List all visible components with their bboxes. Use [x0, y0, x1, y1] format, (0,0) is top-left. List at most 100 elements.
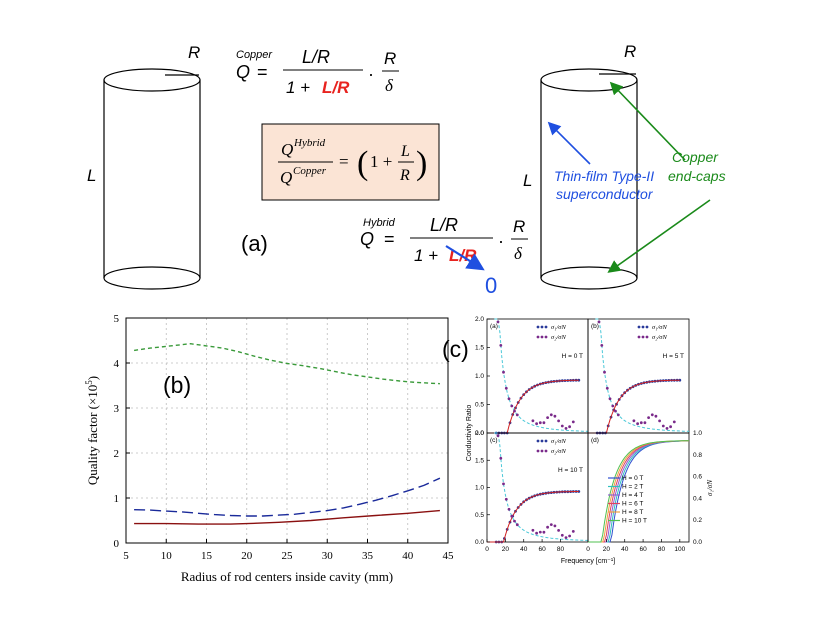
legend-dot [540, 439, 544, 443]
y-tick-label: 5 [114, 313, 120, 325]
x-tick-label: 20 [241, 550, 253, 562]
sigma2-point [504, 497, 508, 501]
hybrid-rnum: R [513, 217, 525, 236]
sigma2-point [546, 416, 549, 419]
x-axis-label-b: Radius of rod centers inside cavity (mm) [181, 569, 393, 584]
x-tick-label: 35 [362, 550, 374, 562]
endcaps-label-2: end-caps [668, 168, 726, 184]
y-tick-label: 2 [114, 448, 120, 460]
sigma2-point [557, 419, 560, 423]
sigma2-fit [494, 318, 589, 432]
sigma2-point [502, 370, 505, 374]
sigma2-point [643, 421, 647, 425]
panel-label-c: (c) [442, 336, 469, 362]
field-curve [588, 440, 690, 543]
sigma2-point [658, 419, 661, 423]
sigma2-point [504, 386, 508, 390]
legend-dot [536, 325, 540, 329]
y-tick-label-c: 1.0 [475, 373, 484, 380]
hybrid-zero: 0 [485, 273, 497, 298]
hybrid-den-1: 1 + [414, 246, 438, 265]
y-axis-label-text: Quality factor (×10 [85, 385, 100, 485]
x-tick-label-c: 40 [520, 546, 528, 553]
endcap-arrow-bottom [607, 199, 711, 273]
x-tick-label-c: 80 [557, 546, 565, 553]
x-tick-label-c: 20 [502, 546, 510, 553]
copper-rden: δ [385, 76, 394, 95]
legend-dot [645, 335, 649, 339]
x-tick-label: 5 [123, 550, 129, 562]
sigma2-point [549, 523, 553, 526]
sigma2-point [605, 386, 609, 390]
legend-sigma2: σ₂/σN [551, 448, 566, 455]
sigma2-point [614, 409, 617, 413]
ratio-num-Q: Q [281, 140, 293, 159]
ratio-eq-sign: = [339, 152, 349, 171]
chart-c: (c) (a) σ₁/σN σ₂/σN H = 0 T (b) σ₁/σN σ₂/σN H = … [442, 316, 714, 565]
series-line-blue-dashed [134, 477, 441, 517]
x-tick-label-c: 80 [658, 546, 666, 553]
legend-dot [536, 335, 540, 339]
x-tick-label-c: 100 [674, 546, 685, 553]
legend-label: H = 6 T [622, 501, 643, 508]
legend-dot [536, 439, 540, 443]
y-tick-label: 1 [114, 493, 120, 505]
legend-sigma1: σ₁/σN [551, 438, 566, 445]
hybrid-eq-sign: = [384, 229, 395, 249]
y-right-tick-label-c: 0.0 [693, 539, 702, 546]
legend-dot [536, 449, 540, 453]
hybrid-sup: Hybrid [363, 217, 396, 229]
subplot-tag: (a) [490, 323, 498, 330]
endcaps-label-1: Copper [672, 149, 719, 165]
field-label: H = 0 T [562, 353, 583, 360]
right-cylinder-L: L [523, 171, 532, 190]
x-tick-label-c: 60 [538, 546, 546, 553]
panel-label-a: (a) [241, 231, 268, 256]
legend-dot [544, 449, 548, 453]
legend-dot [540, 335, 544, 339]
field-label: H = 10 T [558, 467, 583, 474]
copper-sup: Copper [236, 49, 273, 61]
y-axis-label-sup: 5 [84, 380, 94, 385]
legend-sigma1: σ₁/σN [551, 324, 566, 331]
sigma2-point [546, 525, 549, 529]
x-tick-label: 15 [201, 550, 213, 562]
sigma2-point [510, 404, 514, 408]
left-cylinder [103, 68, 201, 290]
ratio-lparen: ( [357, 145, 368, 182]
x-tick-label-c: 0 [586, 546, 590, 553]
legend-dot [540, 449, 544, 453]
legend-dot [544, 335, 548, 339]
right-cylinder-R: R [624, 42, 636, 61]
y-tick-label: 0 [114, 538, 120, 550]
legend-dot [540, 325, 544, 329]
legend-dot [645, 325, 649, 329]
sigma2-point [650, 413, 654, 417]
sigma2-point [557, 529, 560, 532]
thin-film-label-2: superconductor [556, 186, 654, 202]
sigma2-point [636, 422, 639, 426]
y-tick-label-c: 2.0 [475, 430, 484, 437]
sigma2-point [499, 344, 503, 347]
x-tick-label: 30 [322, 550, 334, 562]
y-tick-label-c: 0.5 [475, 512, 484, 519]
legend-sigma2: σ₂/σN [652, 334, 667, 341]
thin-film-label-1: Thin-film Type-II [554, 168, 654, 184]
y-tick-label-c: 1.5 [475, 457, 484, 464]
endcap-arrow-top [609, 81, 686, 161]
legend-label: H = 4 T [622, 492, 643, 499]
field-label: H = 5 T [663, 353, 684, 360]
x-tick-label-c: 20 [603, 546, 611, 553]
sigma2-point [665, 427, 669, 430]
panel-label-b: (b) [163, 372, 191, 398]
sigma2-point [515, 523, 519, 527]
hybrid-dot: · [498, 231, 504, 251]
left-cylinder-R: R [188, 43, 200, 62]
sigma2-point [499, 456, 503, 460]
sigma2-point [496, 320, 500, 324]
y-tick-label-c: 1.0 [475, 485, 484, 492]
ratio-R: R [399, 167, 410, 184]
sigma2-point [560, 533, 564, 537]
sigma2-point [535, 422, 538, 426]
